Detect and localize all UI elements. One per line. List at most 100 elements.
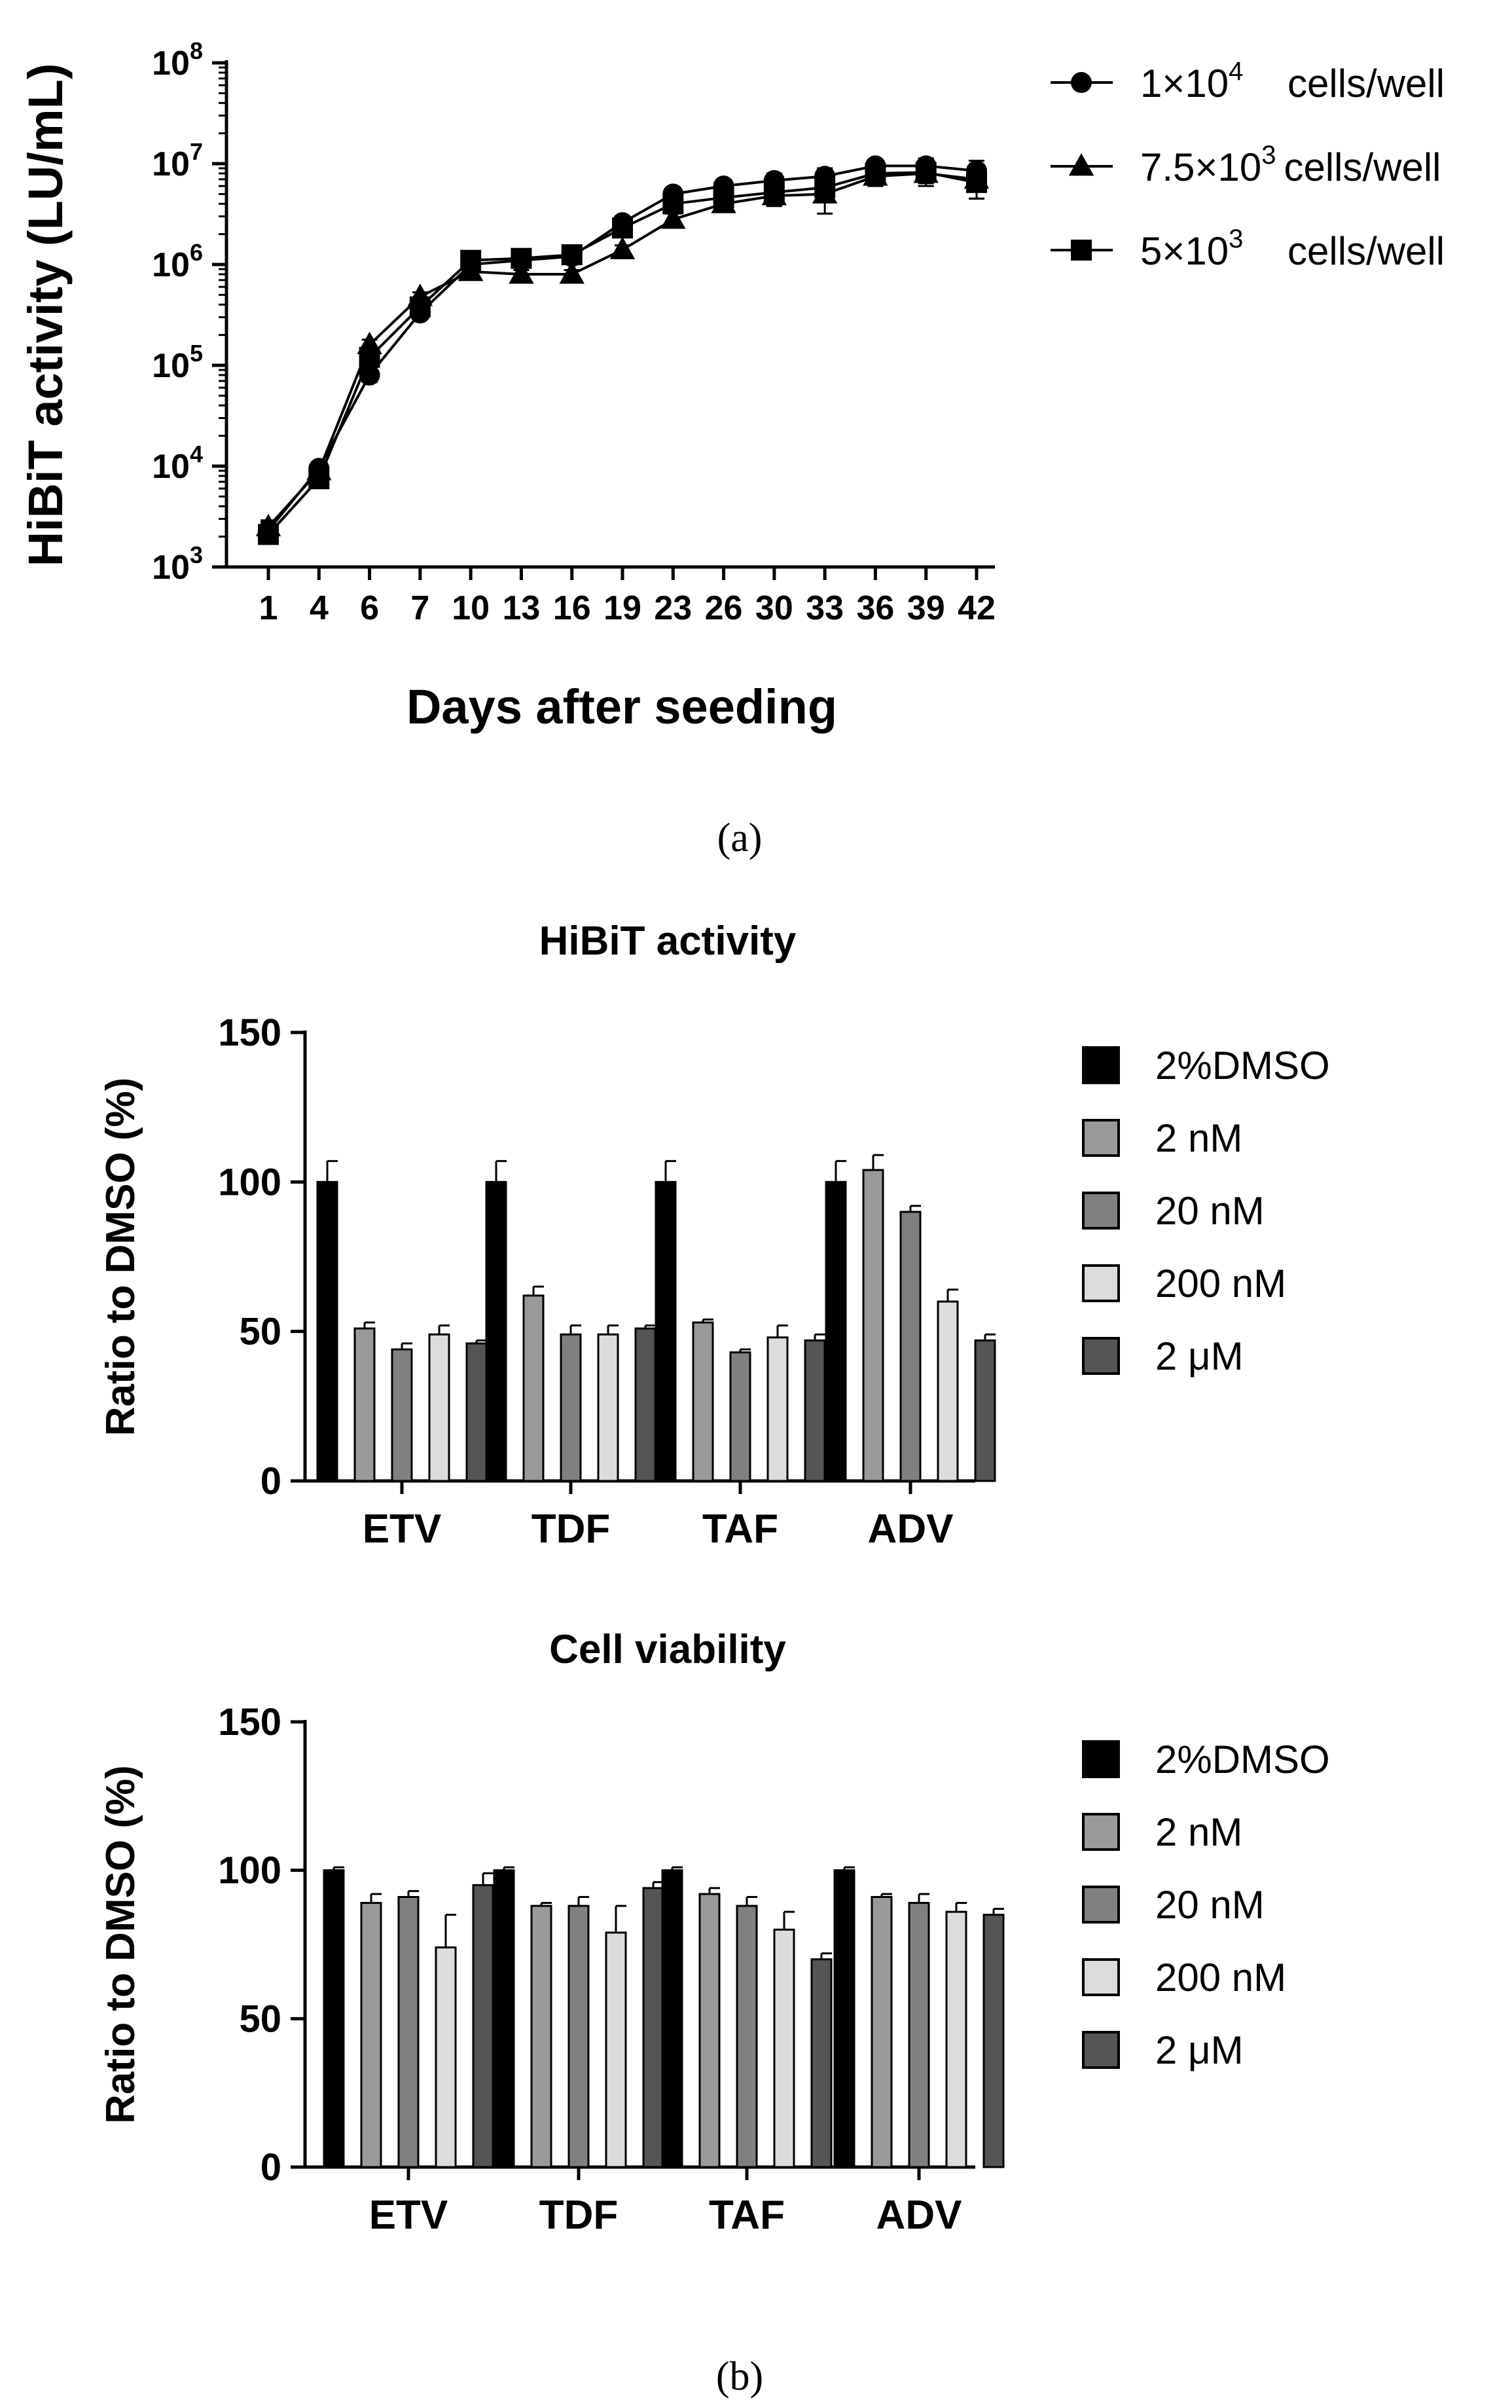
panel-label-a: (a) bbox=[717, 816, 763, 860]
x-tick-label: 19 bbox=[603, 589, 641, 627]
marker-square bbox=[561, 244, 583, 266]
x-tick-label: 26 bbox=[705, 589, 743, 627]
bar bbox=[634, 1327, 657, 1482]
y-axis-title: Ratio to DMSO (%) bbox=[98, 1765, 143, 2124]
bar bbox=[530, 1905, 552, 2168]
marker-square bbox=[966, 172, 987, 193]
legend-label: 7.5×103 cells/well bbox=[1140, 141, 1441, 189]
x-tick-label: 1 bbox=[259, 589, 278, 627]
x-tick-label: ETV bbox=[369, 2193, 448, 2238]
chart-title: HiBiT activity bbox=[539, 919, 797, 964]
legend-swatch bbox=[1082, 1192, 1120, 1230]
bar bbox=[908, 1902, 930, 2168]
legend: 2%DMSO 2 nM 20 nM 200 nM 2 μM bbox=[1082, 1738, 1330, 2072]
marker-square bbox=[814, 177, 836, 198]
y-tick-label: 50 bbox=[239, 1311, 281, 1353]
bar bbox=[605, 1931, 627, 2168]
y-tick-label: 107 bbox=[152, 138, 203, 183]
bar bbox=[661, 1869, 683, 2168]
bar bbox=[522, 1294, 545, 1482]
marker-square bbox=[258, 524, 279, 545]
marker-square bbox=[359, 346, 380, 368]
legend-label: 20 nM bbox=[1155, 1189, 1265, 1233]
x-tick-label: ADV bbox=[868, 1506, 954, 1552]
x-tick-label: 23 bbox=[654, 589, 692, 627]
y-tick-label: 106 bbox=[152, 239, 203, 284]
legend: 1×104 cells/well 7.5×103 cells/well 5×103 cel… bbox=[1051, 57, 1445, 273]
x-tick-label: 6 bbox=[360, 589, 379, 627]
bar bbox=[810, 1958, 833, 2168]
x-tick-label: 42 bbox=[958, 589, 996, 627]
marker-square bbox=[1071, 240, 1092, 261]
x-tick-label: TDF bbox=[539, 2193, 619, 2238]
bar-chart-cell-viability: Cell viability 0 50 100 150 Ratio to DMSO (%)… bbox=[98, 1627, 1330, 2238]
legend-swatch bbox=[1082, 2031, 1120, 2069]
legend-swatch bbox=[1082, 1813, 1120, 1851]
bar bbox=[435, 1946, 457, 2168]
legend-swatch bbox=[1082, 1958, 1120, 1996]
bar bbox=[766, 1336, 789, 1482]
legend-label: 2 μM bbox=[1155, 2028, 1244, 2072]
marker-square bbox=[662, 193, 684, 215]
x-tick-label: 16 bbox=[553, 589, 591, 627]
bar bbox=[428, 1333, 450, 1482]
legend-label: 2 nM bbox=[1155, 1116, 1242, 1160]
legend-label: 1×104 cells/well bbox=[1140, 57, 1445, 105]
marker-square bbox=[763, 181, 785, 203]
bar bbox=[945, 1910, 967, 2168]
marker-square bbox=[915, 162, 937, 183]
x-tick-label: TDF bbox=[531, 1506, 611, 1552]
bar-chart-hibit-activity: HiBiT activity 0 50 100 150 Ratio to DMSO (%)… bbox=[98, 919, 1330, 1552]
legend-label: 5×103 cells/well bbox=[1140, 225, 1445, 273]
bar bbox=[642, 1887, 664, 2168]
marker-triangle bbox=[609, 236, 636, 259]
x-tick-label: TAF bbox=[702, 1506, 778, 1552]
bar bbox=[323, 1869, 345, 2168]
x-tick-label: 36 bbox=[857, 589, 895, 627]
bar bbox=[391, 1348, 413, 1482]
panel-label-b: (b) bbox=[716, 2354, 763, 2399]
y-tick-label: 100 bbox=[218, 1161, 281, 1203]
marker-triangle bbox=[509, 261, 534, 284]
bar bbox=[974, 1339, 996, 1482]
marker-triangle bbox=[1068, 153, 1094, 176]
legend-swatch bbox=[1082, 1046, 1120, 1084]
legend-label: 2 μM bbox=[1155, 1334, 1244, 1378]
bar bbox=[485, 1180, 507, 1482]
x-tick-label: 30 bbox=[755, 589, 793, 627]
marker-square bbox=[612, 217, 633, 239]
legend-swatch bbox=[1082, 1886, 1120, 1924]
y-axis-title: Ratio to DMSO (%) bbox=[98, 1078, 143, 1436]
bar bbox=[982, 1914, 1005, 2168]
bar bbox=[560, 1333, 582, 1482]
bar bbox=[397, 1895, 420, 2168]
y-tick-label: 150 bbox=[218, 1701, 281, 1743]
x-tick-label: 33 bbox=[806, 589, 844, 627]
legend-label: 2%DMSO bbox=[1155, 1738, 1330, 1781]
legend-label: 200 nM bbox=[1155, 1956, 1286, 1999]
y-tick-label: 100 bbox=[218, 1850, 281, 1892]
legend-swatch bbox=[1082, 1337, 1120, 1375]
bar bbox=[899, 1211, 922, 1482]
y-tick-label: 150 bbox=[218, 1012, 281, 1054]
bar bbox=[825, 1180, 847, 1482]
x-tick-label: ETV bbox=[363, 1506, 442, 1552]
chart-title: Cell viability bbox=[549, 1627, 786, 1672]
bar bbox=[804, 1339, 826, 1482]
y-tick-label: 50 bbox=[239, 1998, 281, 2040]
bar bbox=[862, 1169, 884, 1482]
legend-label: 2 nM bbox=[1155, 1810, 1242, 1854]
bar bbox=[698, 1893, 721, 2168]
marker-square bbox=[713, 187, 734, 208]
bar bbox=[597, 1333, 619, 1482]
bar bbox=[465, 1342, 488, 1482]
bar bbox=[773, 1928, 795, 2168]
x-tick-label: 13 bbox=[503, 589, 541, 627]
bar bbox=[353, 1327, 376, 1482]
bar bbox=[692, 1321, 714, 1482]
marker-triangle bbox=[559, 261, 585, 284]
x-axis-title: Days after seeding bbox=[406, 680, 837, 734]
legend-label: 200 nM bbox=[1155, 1262, 1286, 1305]
bar bbox=[655, 1180, 677, 1482]
